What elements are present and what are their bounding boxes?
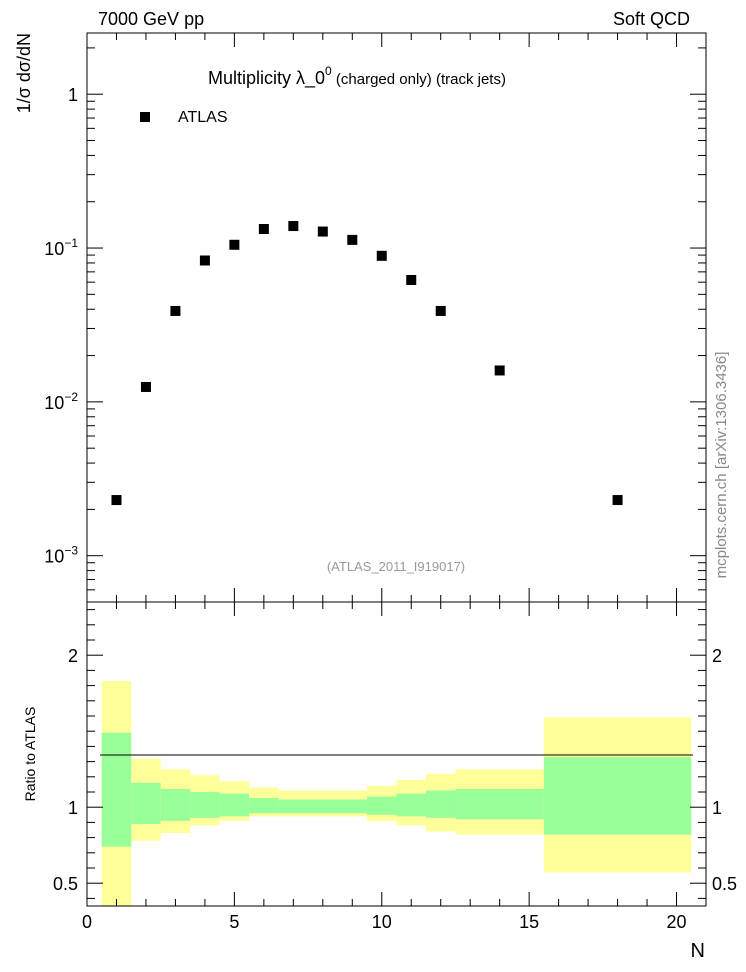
ratio-plot-frame — [86, 601, 707, 907]
data-point — [140, 381, 151, 392]
legend-label: ATLAS — [178, 109, 228, 126]
x-tick-label: 20 — [667, 912, 687, 932]
y-tick-label: 1 — [68, 85, 78, 105]
x-tick-label: 15 — [519, 912, 539, 932]
x-axis-label: N — [691, 940, 705, 962]
x-tick-labels: 0 5 10 15 20 — [82, 912, 687, 932]
ratio-bands — [101, 681, 692, 906]
data-point — [317, 226, 328, 237]
ratio-plot: 0.5 0.5 1 1 2 2 0 5 10 15 20 Ratio to ATLAS N — [22, 601, 737, 962]
analysis-watermark: (ATLAS_2011_I919017) — [327, 559, 465, 574]
stat-uncertainty-band — [308, 799, 338, 814]
stat-uncertainty-band — [337, 799, 368, 814]
y-tick-label: 10−3 — [44, 544, 78, 567]
data-point — [258, 223, 269, 234]
main-y-axis-label: 1/σ dσ/dN — [14, 33, 34, 113]
data-point — [111, 495, 122, 506]
main-plot: 1 10−1 10−2 10−3 Multiplicity λ_00 (charged… — [14, 32, 707, 603]
stat-uncertainty-band — [160, 788, 191, 821]
data-point — [376, 250, 387, 261]
data-point — [612, 495, 623, 506]
stat-uncertainty-band — [367, 796, 397, 815]
x-tick-label: 5 — [229, 912, 239, 932]
ratio-y-tick-label: 1 — [68, 798, 78, 818]
data-point — [406, 274, 417, 285]
ratio-y-tick-label-right: 2 — [712, 646, 722, 666]
main-y-tick-labels: 1 10−1 10−2 10−3 — [44, 85, 78, 566]
data-point — [288, 221, 299, 232]
stat-uncertainty-band — [219, 793, 250, 817]
stat-uncertainty-band — [278, 799, 309, 814]
data-point — [170, 305, 181, 316]
category-label: Soft QCD — [613, 9, 690, 29]
ratio-plot-ticks — [86, 602, 707, 906]
y-tick-label: 10−1 — [44, 236, 78, 259]
y-tick-label: 10−2 — [44, 390, 78, 413]
stat-uncertainty-band — [396, 793, 426, 817]
stat-uncertainty-band — [425, 790, 456, 818]
main-plot-ticks — [86, 33, 707, 603]
data-point — [347, 234, 358, 245]
ratio-y-tick-labels: 0.5 0.5 1 1 2 2 — [53, 646, 737, 894]
x-tick-label: 0 — [82, 912, 92, 932]
data-point — [199, 255, 210, 266]
data-point — [435, 305, 446, 316]
stat-uncertainty-band — [249, 798, 279, 814]
ratio-y-tick-label-right: 0.5 — [712, 874, 737, 894]
ratio-y-tick-label: 0.5 — [53, 874, 78, 894]
stat-uncertainty-band — [190, 792, 220, 818]
energy-label: 7000 GeV pp — [98, 9, 204, 29]
data-point — [494, 365, 505, 376]
ratio-y-tick-label: 2 — [68, 646, 78, 666]
legend-marker — [140, 112, 150, 122]
x-tick-label: 10 — [372, 912, 392, 932]
plot-title: Multiplicity λ_00 (charged only) (track … — [208, 64, 506, 89]
data-markers — [111, 221, 623, 506]
data-point — [229, 239, 240, 250]
stat-uncertainty-band — [101, 732, 132, 847]
source-label: mcplots.cern.ch [arXiv:1306.3436] — [713, 352, 730, 579]
ratio-y-axis-label: Ratio to ATLAS — [22, 707, 38, 802]
stat-uncertainty-band — [543, 757, 692, 835]
ratio-y-tick-label-right: 1 — [712, 798, 722, 818]
stat-uncertainty-band — [455, 788, 544, 820]
stat-uncertainty-band — [131, 782, 161, 824]
